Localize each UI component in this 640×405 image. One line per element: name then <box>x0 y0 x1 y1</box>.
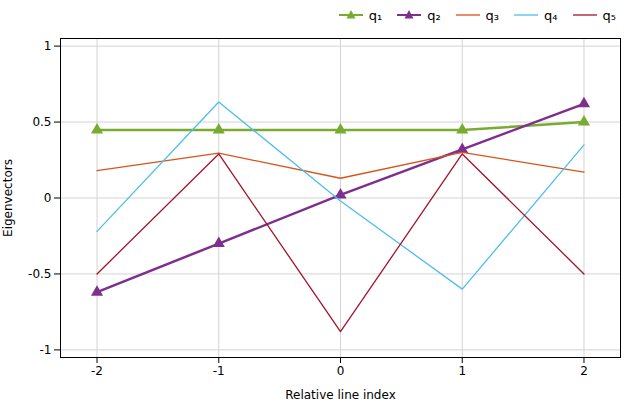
svg-text:1: 1 <box>44 39 52 53</box>
html-text:q₂: q₂ <box>427 7 441 23</box>
svg-text:2: 2 <box>580 364 588 378</box>
svg-text:1: 1 <box>458 364 466 378</box>
svg-text:0: 0 <box>337 364 345 378</box>
svg-text:0.5: 0.5 <box>32 115 51 129</box>
svg-text:-1: -1 <box>213 364 225 378</box>
svg-text:-1: -1 <box>40 343 52 357</box>
svg-text:-2: -2 <box>91 364 103 378</box>
svg-text:-0.5: -0.5 <box>28 267 51 281</box>
svg-text:0: 0 <box>44 191 52 205</box>
html-text:q₁: q₁ <box>368 7 383 23</box>
html-text:q₅: q₅ <box>602 7 616 23</box>
html-text:q₄: q₄ <box>544 7 558 23</box>
html-text:q₃: q₃ <box>485 7 500 23</box>
svg-text:Relative line index: Relative line index <box>285 388 396 402</box>
svg-text:Eigenvectors: Eigenvectors <box>1 159 15 237</box>
